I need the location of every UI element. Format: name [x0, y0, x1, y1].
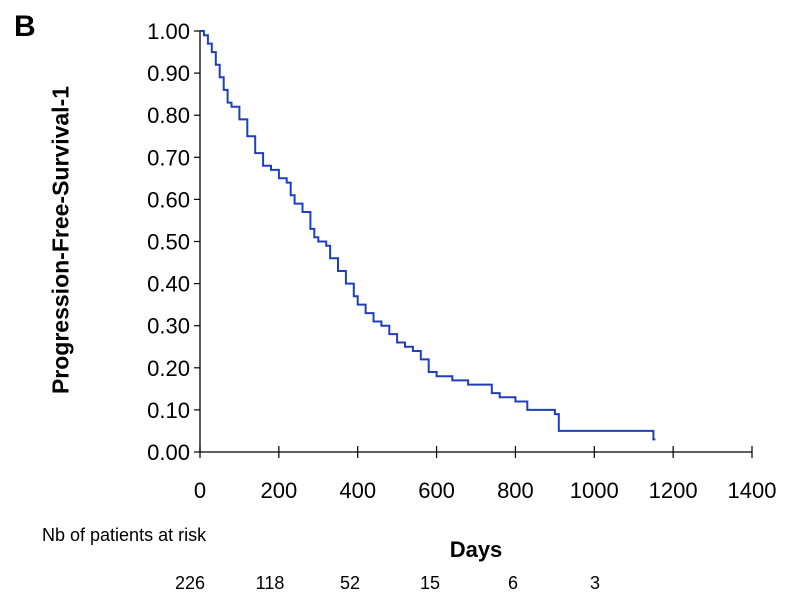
risk-value: 52	[339, 573, 361, 593]
y-tick-label: 0.80	[147, 103, 190, 128]
y-axis-ticks: 0.00 0.10 0.20 0.30 0.40 0.50 0.60 0.70 0.80 0.90…	[147, 19, 200, 465]
x-axis-ticks: 0 200 400 600 800 1000 1200 1400	[194, 446, 777, 503]
y-tick-label: 0.20	[147, 356, 190, 381]
x-tick-label: 400	[339, 478, 376, 503]
y-tick-label: 0.90	[147, 61, 190, 86]
y-tick-label: 0.50	[147, 230, 190, 255]
x-tick-label: 1400	[728, 478, 777, 503]
y-tick-label: 0.10	[147, 398, 190, 423]
y-tick-label: 1.00	[147, 19, 190, 44]
x-tick-label: 200	[260, 478, 297, 503]
x-tick-label: 600	[418, 478, 455, 503]
risk-value: 3	[589, 573, 601, 593]
plot-area	[200, 30, 656, 441]
y-tick-label: 0.70	[147, 145, 190, 170]
y-tick-label: 0.60	[147, 187, 190, 212]
x-axis-label: Days	[449, 537, 503, 562]
x-tick-label: 800	[497, 478, 534, 503]
y-tick-label: 0.30	[147, 314, 190, 339]
y-tick-label: 0.40	[147, 272, 190, 297]
risk-value: 6	[507, 573, 519, 593]
x-tick-label: 0	[194, 478, 206, 503]
panel-label: B	[14, 10, 36, 43]
chart-axes	[199, 31, 752, 453]
risk-value: 15	[419, 573, 441, 593]
y-tick-label: 0.00	[147, 440, 190, 465]
x-tick-label: 1200	[649, 478, 698, 503]
risk-value: 226	[174, 573, 206, 593]
survival-curve-0	[200, 30, 656, 441]
risk-value: 118	[255, 573, 285, 593]
risk-table-title: Nb of patients at risk	[42, 525, 207, 545]
risk-table-row: 226 118 52 15 6 3	[0, 573, 787, 597]
x-tick-label: 1000	[570, 478, 619, 503]
y-axis-label: Progression-Free-Survival-1	[47, 85, 74, 395]
